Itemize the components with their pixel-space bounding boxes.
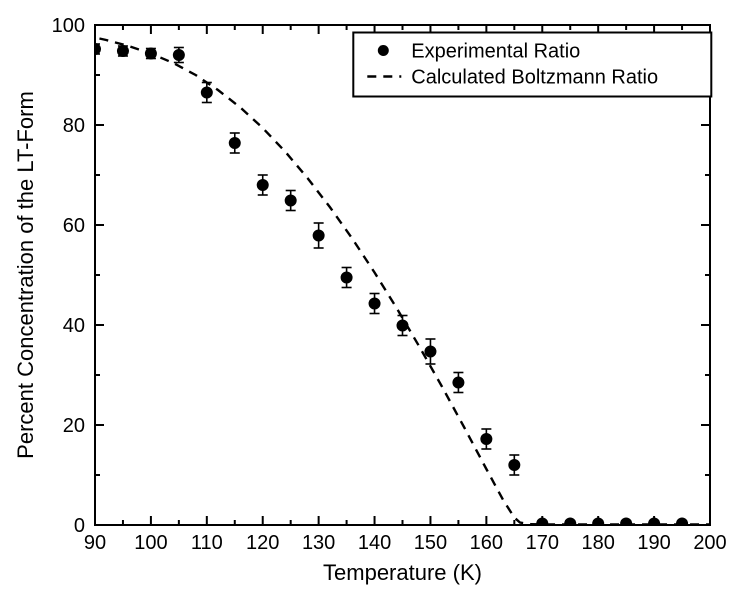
chart-container: 90 100 110 120 130 140 150 160 170 180 190 200 0 20 40… [0,0,745,605]
data-point [229,138,240,149]
data-point [313,230,324,241]
xtick-label: 100 [134,532,167,554]
data-point [509,460,520,471]
ytick-label: 0 [74,515,85,537]
xtick-label: 170 [526,532,559,554]
legend-marker-icon [378,45,389,56]
data-point [285,195,296,206]
xtick-label: 160 [470,532,503,554]
xtick-label: 110 [191,532,223,554]
data-point [145,48,156,59]
legend-label: Experimental Ratio [411,41,580,63]
data-point [453,377,464,388]
legend: Experimental Ratio Calculated Boltzmann R… [353,33,711,97]
ytick-label: 20 [63,415,85,437]
data-point [201,87,212,98]
ytick-label: 100 [52,15,85,37]
xtick-label: 200 [693,532,726,554]
xtick-label: 150 [414,532,447,554]
y-axis-label: Percent Concentration of the LT-Form [13,91,38,459]
data-point [341,272,352,283]
xtick-label: 140 [358,532,391,554]
xtick-label: 190 [637,532,670,554]
data-point [117,46,128,57]
data-point [369,298,380,309]
legend-label: Calculated Boltzmann Ratio [411,67,658,89]
ytick-label: 40 [63,315,85,337]
xtick-label: 130 [302,532,335,554]
ytick-label: 60 [63,215,85,237]
x-axis-label: Temperature (K) [323,560,482,585]
xtick-label: 90 [84,532,106,554]
data-point [397,320,408,331]
data-point [257,180,268,191]
xtick-label: 120 [246,532,279,554]
data-point [425,346,436,357]
xtick-label: 180 [581,532,614,554]
data-point [481,434,492,445]
chart-svg: 90 100 110 120 130 140 150 160 170 180 190 200 0 20 40… [0,0,745,605]
data-point [173,50,184,61]
ytick-label: 80 [63,115,85,137]
